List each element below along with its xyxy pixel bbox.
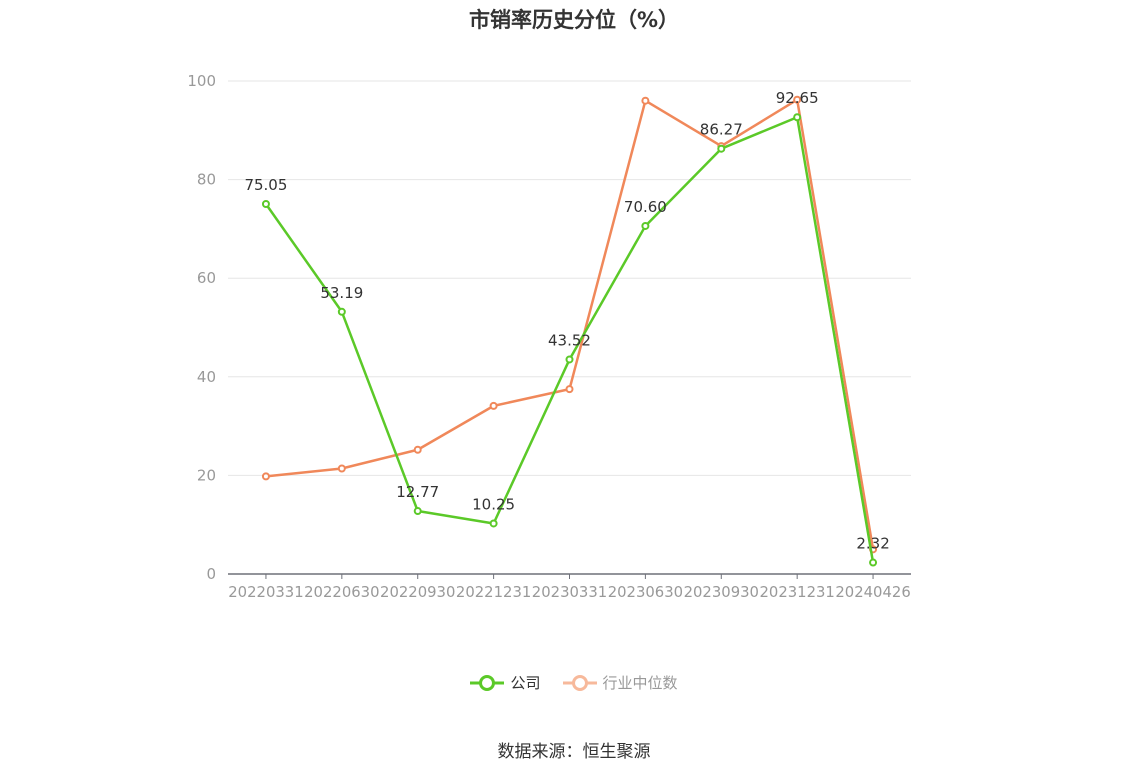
axes: 0 20 40 60 80 100 20220331 20220630 20220930 2022… <box>187 72 911 601</box>
point-industry <box>565 385 574 394</box>
y-tick-label: 0 <box>206 565 216 583</box>
point-company <box>261 200 270 209</box>
data-label-company: 70.60 <box>624 198 667 216</box>
series <box>261 95 878 567</box>
point-industry <box>641 96 650 105</box>
x-tick-label: 20231231 <box>759 583 834 601</box>
x-tick-label: 20230331 <box>532 583 607 601</box>
data-label-company: 86.27 <box>700 121 743 139</box>
data-label-company: 10.25 <box>472 495 515 513</box>
x-tick-label: 20221231 <box>456 583 531 601</box>
data-label-company: 2.32 <box>856 535 889 553</box>
point-company <box>337 307 346 316</box>
x-tick-label: 20240426 <box>835 583 910 601</box>
data-label-company: 43.52 <box>548 331 591 349</box>
point-company <box>793 113 802 122</box>
series-line-industry <box>265 98 875 550</box>
line-chart: 0 20 40 60 80 100 20220331 20220630 20220930 2022… <box>187 72 911 601</box>
data-label-company: 92.65 <box>776 89 819 107</box>
data-source: 数据来源：恒生聚源 <box>497 742 651 762</box>
chart-title: 市销率历史分位（%） <box>468 8 680 32</box>
point-industry <box>261 472 270 481</box>
x-tick-label: 20230930 <box>684 583 759 601</box>
point-company <box>489 519 498 528</box>
point-industry <box>489 401 498 410</box>
legend-company-marker <box>470 674 505 691</box>
point-company <box>869 558 878 567</box>
legend-industry-marker <box>562 674 597 691</box>
y-tick-label: 40 <box>197 368 216 386</box>
x-tick-label: 20220331 <box>228 583 303 601</box>
point-company <box>565 355 574 364</box>
legend-item-industry[interactable]: 行业中位数 <box>562 672 678 693</box>
legend-industry-label: 行业中位数 <box>602 674 678 692</box>
x-tick-label: 20220630 <box>304 583 379 601</box>
x-tick-label: 20230630 <box>608 583 683 601</box>
point-industry <box>337 464 346 473</box>
point-industry <box>793 95 802 104</box>
y-tick-label: 100 <box>187 72 216 90</box>
grid-lines <box>228 80 911 476</box>
y-tick-label: 20 <box>197 466 216 484</box>
legend-item-company[interactable]: 公司 <box>470 672 541 693</box>
data-labels: 75.05 53.19 12.77 10.25 43.52 70.60 86.27 92.65… <box>244 89 889 552</box>
legend: 公司 行业中位数 <box>0 672 1148 693</box>
x-tick-label: 20220930 <box>380 583 455 601</box>
data-label-company: 53.19 <box>320 284 363 302</box>
legend-company-label: 公司 <box>510 674 541 692</box>
data-label-company: 12.77 <box>396 483 439 501</box>
data-label-company: 75.05 <box>244 176 287 194</box>
y-tick-label: 60 <box>197 269 216 287</box>
point-company <box>717 144 726 153</box>
point-company <box>413 507 422 516</box>
y-tick-label: 80 <box>197 171 216 189</box>
point-industry <box>413 445 422 454</box>
point-company <box>641 221 650 230</box>
